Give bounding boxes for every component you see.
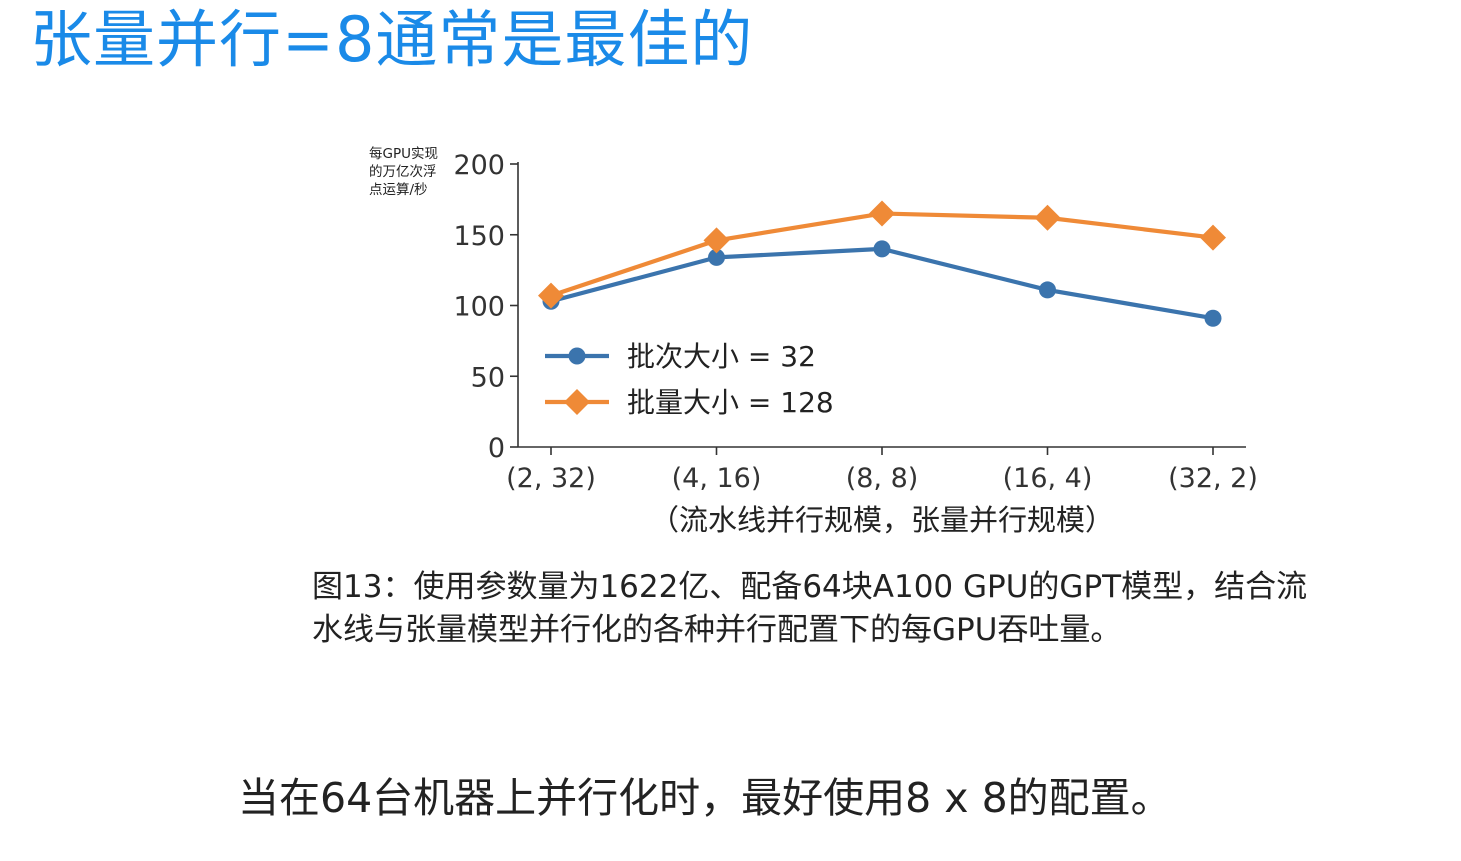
x-axis-label: （流水线并行规模，张量并行规模）	[650, 503, 1114, 537]
y-tick-label: 200	[453, 150, 505, 181]
x-tick-label: (4, 16)	[672, 463, 762, 494]
conclusion-note: 当在64台机器上并行化时，最好使用8 x 8的配置。	[238, 774, 1172, 822]
legend-marker	[564, 389, 590, 415]
legend-label: 批量大小 = 128	[627, 386, 834, 419]
y-axis-label: 的万亿次浮	[369, 164, 437, 180]
y-tick-label: 50	[471, 362, 505, 393]
y-axis-label: 点运算/秒	[369, 182, 428, 198]
figure-caption: 图13：使用参数量为1622亿、配备64块A100 GPU的GPT模型，结合流水…	[312, 569, 1308, 648]
data-point	[1034, 204, 1061, 231]
series-line	[550, 246, 1214, 321]
data-point	[538, 282, 564, 309]
data-point	[873, 240, 891, 258]
legend-label: 批次大小 = 32	[627, 340, 816, 373]
x-tick-label: (8, 8)	[846, 463, 919, 494]
y-tick-label: 0	[488, 433, 505, 464]
x-tick-label: (2, 32)	[506, 463, 596, 494]
data-point	[1039, 281, 1056, 299]
data-point	[708, 248, 725, 266]
data-point	[1200, 224, 1226, 251]
y-tick-label: 100	[453, 292, 505, 323]
x-tick-label: (32, 2)	[1168, 463, 1258, 494]
y-tick-label: 150	[453, 221, 505, 252]
slide-title: 张量并行=8通常是最佳的	[30, 3, 754, 76]
data-point	[703, 227, 730, 254]
legend-marker	[568, 347, 586, 365]
data-point	[869, 200, 895, 227]
data-point	[1204, 309, 1222, 327]
x-tick-label: (16, 4)	[1003, 463, 1093, 494]
y-axis-label: 每GPU实现	[369, 146, 438, 162]
